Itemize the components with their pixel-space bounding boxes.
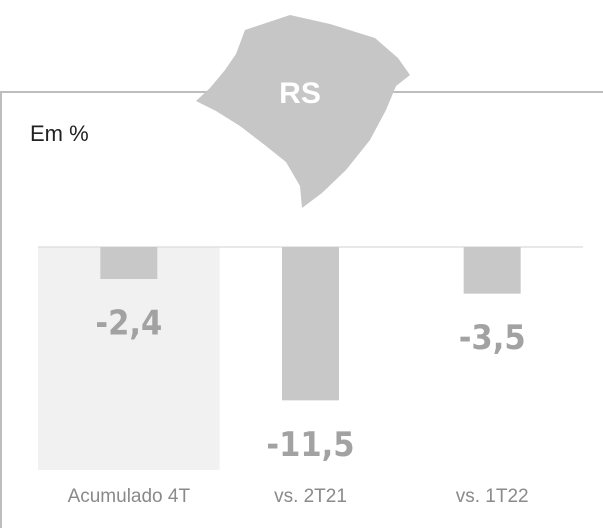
bar — [282, 247, 339, 401]
value-label: -2,4 — [95, 304, 162, 344]
highlight — [38, 247, 220, 470]
x-tick-label: vs. 1T22 — [456, 486, 529, 507]
bar — [100, 247, 158, 279]
map-label: RS — [279, 77, 321, 110]
bar — [463, 247, 521, 294]
x-tick-label: Acumulado 4T — [68, 486, 191, 507]
subtitle: Em % — [30, 121, 89, 146]
x-tick-label: vs. 2T21 — [274, 486, 347, 507]
map-rs — [196, 15, 410, 208]
value-label: -3,5 — [459, 318, 526, 358]
value-label: -11,5 — [266, 425, 354, 465]
